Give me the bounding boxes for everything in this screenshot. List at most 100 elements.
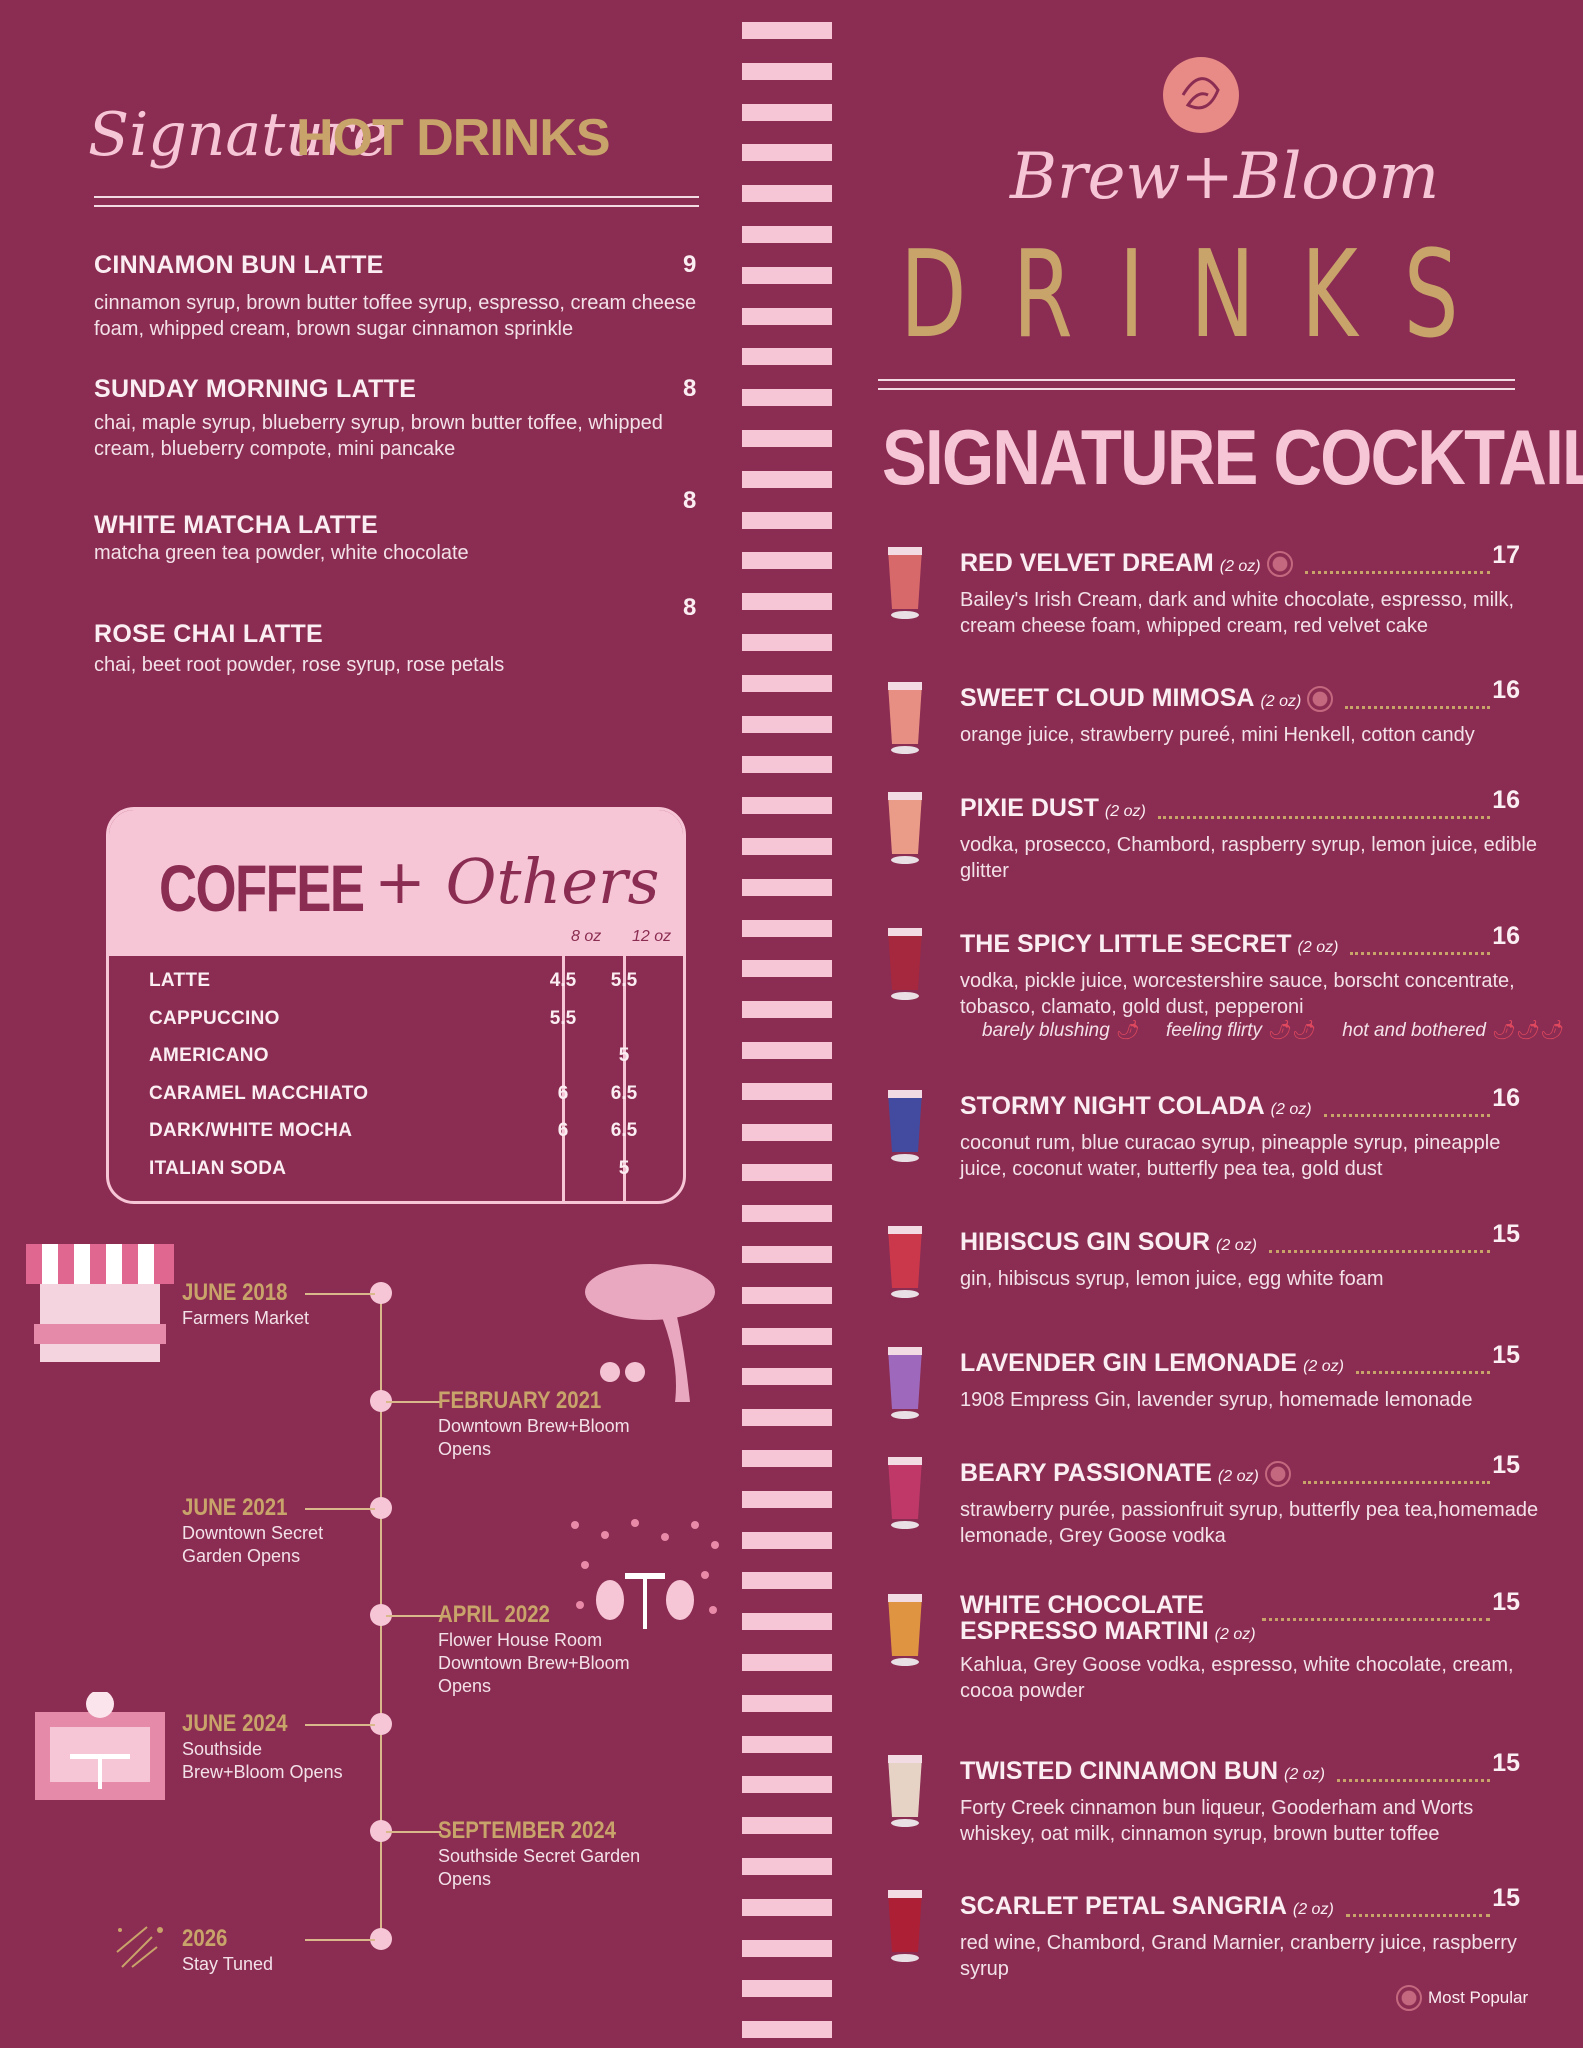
cocktail-name-text: WHITE CHOCOLATE ESPRESSO MARTINI <box>960 1591 1209 1645</box>
coffee-others-panel: COFFEE + Others 8 oz 12 oz LATTE 4.5 5.5 CA… <box>106 807 686 1204</box>
timeline-connector <box>305 1293 375 1295</box>
spice-label: feeling flirty <box>1165 1020 1263 1041</box>
cocktail-item: BEARY PASSIONATE (2 oz) 15 strawberry purée… <box>880 1451 1538 1589</box>
stripe <box>742 185 832 203</box>
cocktail-description: 1908 Empress Gin, lavender syrup, homema… <box>960 1389 1473 1411</box>
coffee-price-12oz: 6.5 <box>610 1120 638 1141</box>
cocktail-name-text: SCARLET PETAL SANGRIA <box>960 1892 1287 1920</box>
coffee-item-name: AMERICANO <box>149 1045 269 1066</box>
hot-drink-price: 8 <box>683 375 697 402</box>
spice-level: barely blushing 🌶 <box>982 1020 1140 1041</box>
timeline-dot <box>370 1820 392 1842</box>
divider <box>94 205 699 207</box>
stripe <box>742 511 832 529</box>
cocktail-name: RED VELVET DREAM (2 oz) <box>960 549 1293 578</box>
flower-tree-icon <box>585 1264 715 1402</box>
cocktail-size: (2 oz) <box>1270 1101 1312 1118</box>
stripe <box>742 389 832 407</box>
cocktail-name: BEARY PASSIONATE (2 oz) <box>960 1459 1291 1488</box>
stripe <box>742 1286 832 1304</box>
cocktail-price: 15 <box>1492 1749 1520 1777</box>
column-divider <box>562 956 565 1201</box>
most-popular-icon <box>1396 1985 1422 2011</box>
dotted-leader <box>1350 952 1490 955</box>
cocktail-item: STORMY NIGHT COLADA (2 oz) 16 coconut rum, … <box>880 1084 1530 1222</box>
cocktail-size: (2 oz) <box>1104 803 1146 820</box>
cocktail-name-text: TWISTED CINNAMON BUN <box>960 1757 1279 1785</box>
cocktail-name-text: BEARY PASSIONATE <box>960 1459 1212 1487</box>
stripe <box>742 307 832 325</box>
timeline-event: Southside Brew+Bloom Opens <box>182 1739 343 1782</box>
cocktail-price: 15 <box>1492 1884 1520 1912</box>
cocktail-price: 16 <box>1492 922 1520 950</box>
timeline-dot <box>370 1604 392 1626</box>
hot-drink-name: SUNDAY MORNING LATTE <box>94 375 417 403</box>
most-popular-legend: Most Popular <box>1390 1985 1528 2011</box>
fireworks-icon <box>116 1926 163 1968</box>
timeline-connector <box>386 1401 441 1403</box>
stripe <box>742 1613 832 1631</box>
cocktail-glass-icon <box>880 539 930 624</box>
hot-drink-description: chai, beet root powder, rose syrup, rose… <box>94 654 505 676</box>
timeline-connector <box>386 1831 441 1833</box>
coffee-header: COFFEE + Others 8 oz 12 oz <box>109 810 683 956</box>
timeline-date: 2026 <box>182 1925 228 1952</box>
cocktail-item: THE SPICY LITTLE SECRET (2 oz) 16 vodka, pi… <box>880 922 1564 1060</box>
timeline-dot <box>370 1713 392 1735</box>
timeline-date: FEBRUARY 2021 <box>438 1387 602 1414</box>
cocktail-name: WHITE CHOCOLATE ESPRESSO MARTINI (2 oz) <box>960 1592 1260 1648</box>
cocktail-price: 15 <box>1492 1341 1520 1369</box>
hot-drink-name: CINNAMON BUN LATTE <box>94 251 384 279</box>
hot-drink-name: WHITE MATCHA LATTE <box>94 511 379 539</box>
coffee-price-12oz: 5 <box>618 1045 630 1066</box>
hot-drinks-heading: HOT DRINKS <box>296 109 611 167</box>
divider <box>94 196 699 198</box>
cocktail-name: TWISTED CINNAMON BUN (2 oz) <box>960 1757 1325 1786</box>
most-popular-icon <box>1307 686 1334 713</box>
stripe <box>742 430 832 447</box>
coffee-item-name: ITALIAN SODA <box>149 1157 287 1179</box>
cocktail-item: LAVENDER GIN LEMONADE (2 oz) 15 1908 Empres… <box>880 1341 1530 1479</box>
stripe <box>742 1898 832 1916</box>
size-12oz-header: 12 oz <box>632 928 672 945</box>
cocktail-name-text: RED VELVET DREAM <box>960 549 1214 577</box>
stripe <box>742 1490 832 1508</box>
most-popular-icon <box>1266 551 1293 578</box>
hot-drink-name: ROSE CHAI LATTE <box>94 620 324 648</box>
cocktail-price: 15 <box>1492 1220 1520 1248</box>
cocktail-description: Forty Creek cinnamon bun liqueur, Gooder… <box>960 1797 1474 1845</box>
stripe <box>742 838 832 855</box>
timeline-connector <box>305 1939 375 1941</box>
stripe <box>742 1980 832 1998</box>
cocktail-size: (2 oz) <box>1284 1766 1325 1783</box>
cocktail-size: (2 oz) <box>1303 1358 1344 1375</box>
cocktail-description: strawberry purée, passionfruit syrup, bu… <box>960 1499 1539 1547</box>
stripe <box>742 22 832 39</box>
dotted-leader <box>1262 1618 1490 1621</box>
timeline-connector <box>305 1724 375 1726</box>
cocktail-size: (2 oz) <box>1292 1901 1334 1918</box>
dotted-leader <box>1337 1779 1490 1782</box>
cocktail-name: STORMY NIGHT COLADA (2 oz) <box>960 1092 1312 1121</box>
cocktail-price: 17 <box>1492 541 1520 569</box>
cocktail-size: (2 oz) <box>1297 939 1339 956</box>
stripe <box>742 634 832 651</box>
stripe <box>742 1205 832 1223</box>
stripe <box>742 1164 832 1182</box>
divider <box>878 379 1515 381</box>
coffee-price-12oz: 5 <box>618 1157 630 1179</box>
cocktail-glass-icon <box>880 1082 930 1167</box>
cocktail-description: Bailey's Irish Cream, dark and white cho… <box>960 589 1515 637</box>
cocktail-name: SCARLET PETAL SANGRIA (2 oz) <box>960 1892 1334 1921</box>
dotted-leader <box>1303 1481 1490 1484</box>
timeline-event: Flower House Room Downtown Brew+Bloom Op… <box>438 1630 630 1696</box>
dotted-leader <box>1345 706 1490 709</box>
stripe <box>742 1654 832 1671</box>
hot-drink-price: 8 <box>683 487 697 514</box>
cocktail-size: (2 oz) <box>1214 1626 1256 1643</box>
stripe <box>742 756 832 774</box>
stripe <box>742 552 832 570</box>
brand-name: Brew+Bloom <box>1010 140 1440 214</box>
stripe <box>742 103 832 121</box>
cocktail-price: 15 <box>1492 1451 1520 1479</box>
